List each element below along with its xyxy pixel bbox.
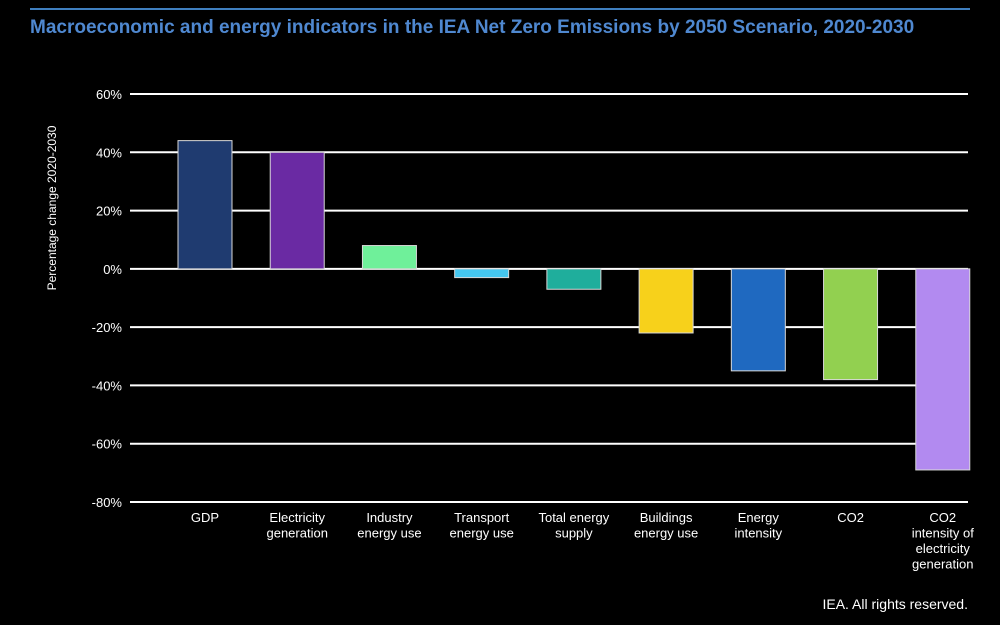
y-axis-ticks: 60% 40% 20% 0% -20% -40% -60% -80%	[92, 87, 123, 510]
bar	[638, 268, 694, 334]
bar	[915, 268, 971, 471]
y-axis-label: Percentage change 2020-2030	[45, 125, 59, 290]
x-axis-categories: GDP Electricity generation Industry energy u…	[191, 510, 974, 572]
bar	[730, 268, 786, 372]
chart-title: Macroeconomic and energy indicators in t…	[30, 17, 915, 38]
y-tick-label: 40%	[96, 145, 122, 160]
bar	[361, 245, 417, 270]
y-tick-label: -40%	[92, 378, 123, 393]
x-category-label: Buildings energy use	[634, 510, 698, 541]
y-tick-label: -20%	[92, 320, 123, 335]
x-category-label: GDP	[191, 510, 219, 525]
bar	[177, 140, 233, 270]
x-category-label: Total energy supply	[538, 510, 609, 541]
x-category-label: Industry energy use	[357, 510, 421, 541]
bar	[546, 268, 602, 290]
y-tick-label: -60%	[92, 437, 123, 452]
copyright-note: IEA. All rights reserved.	[822, 596, 968, 612]
y-tick-label: -80%	[92, 495, 123, 510]
y-tick-label: 20%	[96, 204, 122, 219]
x-category-label: Energy intensity	[734, 510, 782, 541]
title-rule	[30, 8, 970, 10]
x-category-label: Transport energy use	[450, 510, 514, 541]
x-category-label: CO2	[837, 510, 864, 525]
bars	[177, 140, 971, 471]
bar	[269, 151, 325, 270]
bar	[823, 268, 879, 381]
bar	[454, 268, 510, 279]
y-tick-label: 0%	[103, 262, 122, 277]
y-tick-label: 60%	[96, 87, 122, 102]
x-category-label: CO2 intensity of electricity generation	[912, 510, 975, 572]
x-category-label: Electricity generation	[266, 510, 327, 541]
